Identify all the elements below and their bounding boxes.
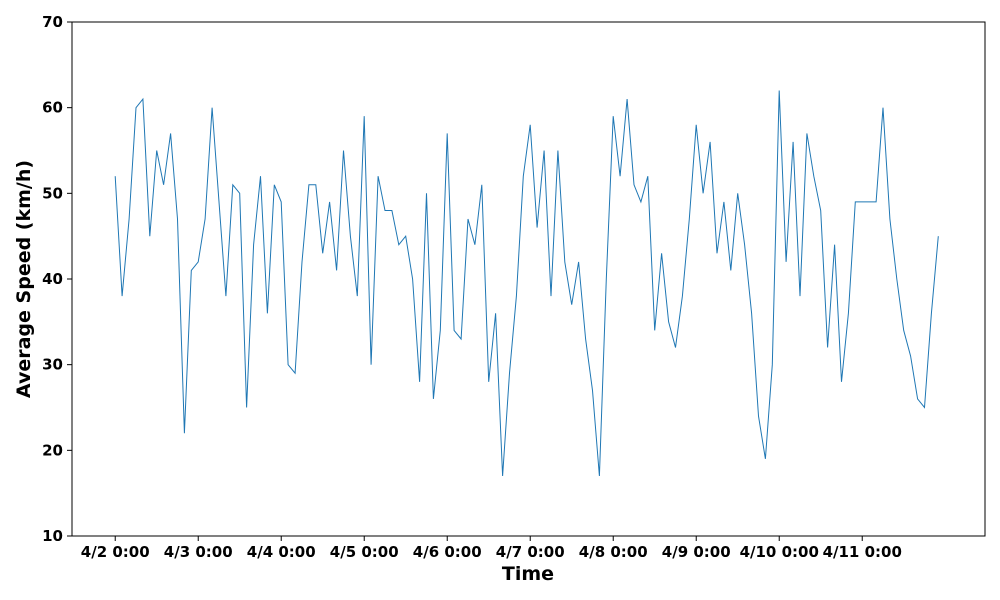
y-tick-label: 60 <box>42 99 63 117</box>
plot-frame <box>71 21 986 537</box>
y-tick-label: 70 <box>42 13 63 31</box>
y-tick-label: 20 <box>42 441 63 459</box>
x-tick-label: 4/5 0:00 <box>330 543 399 561</box>
data-line <box>114 90 939 477</box>
x-tick-label: 4/6 0:00 <box>413 543 482 561</box>
x-tick-label: 4/3 0:00 <box>164 543 233 561</box>
x-axis-label: Time <box>502 563 554 585</box>
x-tick-label: 4/11 0:00 <box>823 543 902 561</box>
x-tick-label: 4/8 0:00 <box>579 543 648 561</box>
x-tick-label: 4/10 0:00 <box>740 543 819 561</box>
y-tick-label: 40 <box>42 270 63 288</box>
x-tick-label: 4/4 0:00 <box>247 543 316 561</box>
y-tick-label: 50 <box>42 184 63 202</box>
y-axis-label: Average Speed (km/h) <box>13 160 35 398</box>
y-tick-label: 10 <box>42 527 63 545</box>
x-tick-label: 4/7 0:00 <box>496 543 565 561</box>
x-tick-label: 4/9 0:00 <box>662 543 731 561</box>
y-tick-label: 30 <box>42 356 63 374</box>
x-tick-label: 4/2 0:00 <box>81 543 150 561</box>
